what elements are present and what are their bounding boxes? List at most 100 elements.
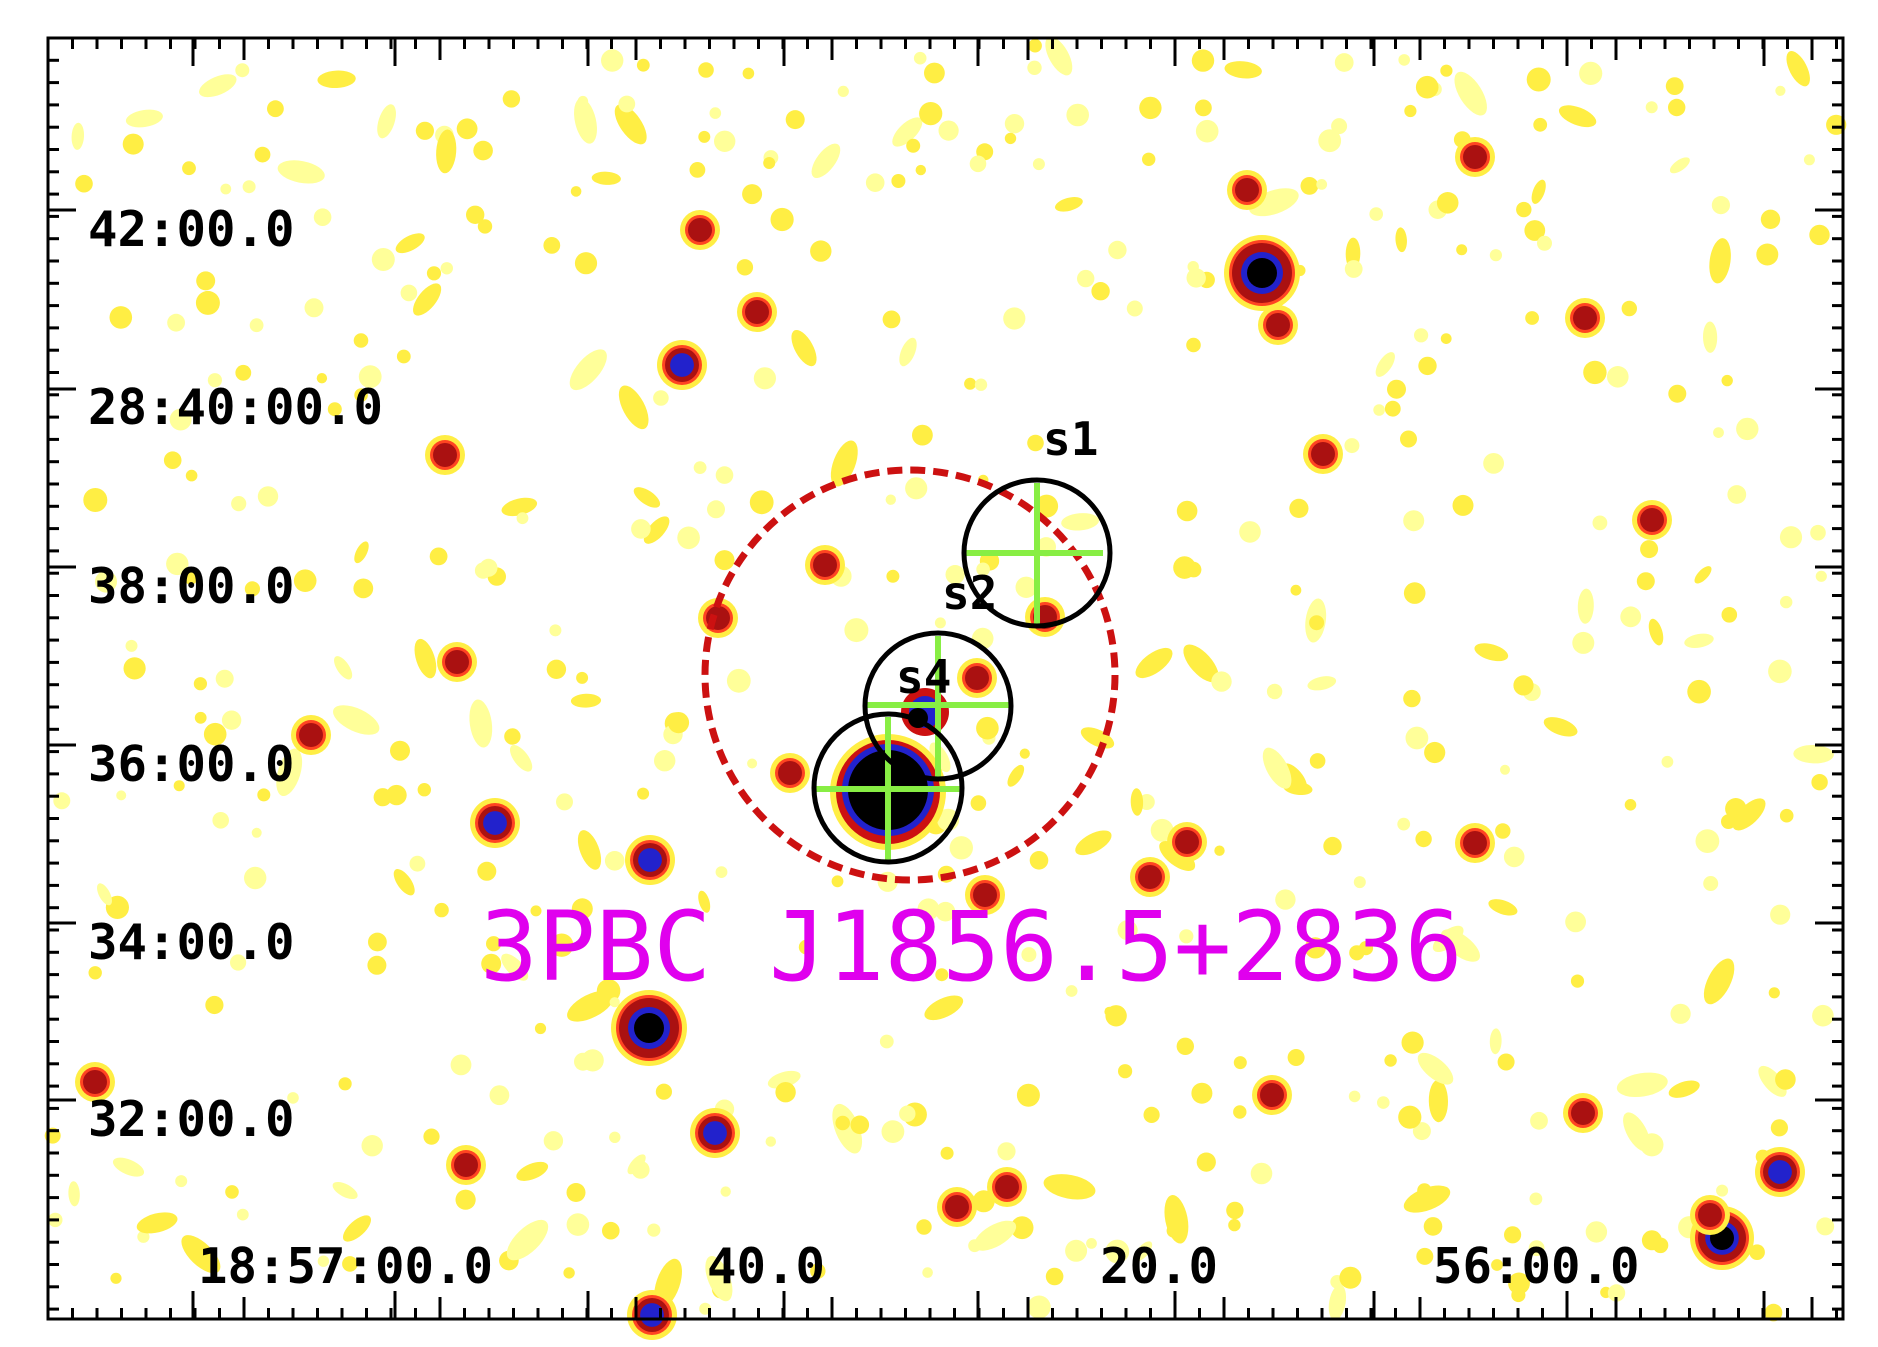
- noise-speckle: [919, 102, 943, 126]
- noise-speckle: [333, 705, 380, 735]
- noise-speckle: [122, 133, 144, 155]
- noise-speckle: [742, 184, 763, 205]
- noise-speckle: [601, 49, 624, 72]
- noise-speckle: [417, 783, 431, 797]
- star-core: [483, 811, 507, 835]
- star: [1260, 1083, 1284, 1107]
- noise-speckle: [602, 1221, 620, 1240]
- noise-speckle: [353, 578, 374, 599]
- noise-speckle: [1570, 974, 1585, 988]
- noise-speckle: [1143, 1106, 1160, 1123]
- noise-speckle: [1786, 51, 1810, 87]
- noise-speckle: [705, 1255, 733, 1302]
- noise-speckle: [1019, 748, 1030, 759]
- noise-speckle: [618, 385, 649, 430]
- noise-speckle: [1811, 774, 1828, 791]
- noise-speckle: [924, 995, 964, 1021]
- noise-speckle: [1186, 268, 1206, 288]
- noise-speckle: [940, 1146, 954, 1160]
- noise-speckle: [185, 469, 198, 482]
- noise-speckle: [850, 1115, 870, 1135]
- noise-speckle: [913, 51, 927, 65]
- x-tick-label: 20.0: [1100, 1238, 1218, 1295]
- noise-speckle: [342, 1256, 358, 1272]
- noise-speckle: [1309, 615, 1325, 631]
- noise-speckle: [455, 1189, 476, 1210]
- noise-speckle: [1768, 987, 1780, 999]
- noise-speckle: [709, 107, 722, 119]
- noise-speckle: [175, 1175, 188, 1188]
- noise-speckle: [1648, 618, 1664, 646]
- noise-speckle: [371, 248, 395, 271]
- noise-speckle: [689, 162, 706, 178]
- y-tick-label: 36:00.0: [88, 736, 295, 793]
- noise-speckle: [1405, 726, 1429, 750]
- noise-speckle: [1401, 1031, 1424, 1054]
- noise-speckle: [1489, 1028, 1502, 1055]
- noise-speckle: [1770, 1119, 1788, 1137]
- noise-speckle: [1233, 1105, 1247, 1119]
- noise-speckle: [109, 306, 133, 329]
- noise-speckle: [504, 728, 521, 745]
- noise-speckle: [604, 851, 625, 871]
- noise-speckle: [1183, 644, 1219, 683]
- noise-speckle: [633, 487, 661, 508]
- noise-speckle: [167, 313, 186, 332]
- noise-speckle: [1415, 830, 1432, 848]
- noise-speckle: [434, 902, 449, 918]
- noise-speckle: [810, 240, 832, 262]
- noise-speckle: [1764, 1303, 1783, 1322]
- noise-speckle: [653, 390, 669, 406]
- noise-speckle: [1417, 1183, 1432, 1198]
- noise-speckle: [865, 173, 885, 192]
- noise-speckle: [1266, 683, 1283, 700]
- noise-speckle: [195, 290, 220, 315]
- noise-speckle: [1452, 494, 1474, 516]
- noise-speckle: [267, 100, 284, 118]
- star-center: [1247, 258, 1277, 288]
- noise-speckle: [974, 378, 988, 391]
- noise-speckle: [413, 283, 442, 316]
- noise-speckle: [1091, 282, 1110, 301]
- noise-speckle: [945, 565, 965, 585]
- noise-speckle: [193, 677, 207, 691]
- noise-speckle: [1770, 904, 1791, 925]
- noise-speckle: [1275, 889, 1296, 910]
- noise-speckle: [1289, 498, 1309, 518]
- star: [995, 1175, 1019, 1199]
- noise-speckle: [1007, 764, 1025, 787]
- noise-speckle: [516, 1161, 549, 1181]
- noise-speckle: [698, 890, 711, 913]
- noise-speckle: [1004, 114, 1025, 134]
- noise-speckle: [1592, 515, 1608, 531]
- noise-speckle: [1027, 1295, 1051, 1319]
- noise-speckle: [1290, 584, 1302, 596]
- noise-speckle: [1239, 521, 1261, 543]
- noise-speckle: [1004, 132, 1017, 145]
- noise-speckle: [1045, 1267, 1064, 1286]
- noise-speckle: [570, 186, 582, 197]
- noise-speckle: [543, 237, 561, 254]
- noise-speckle: [354, 541, 369, 564]
- noise-speckle: [1454, 71, 1487, 116]
- noise-speckle: [199, 74, 237, 98]
- noise-speckle: [1142, 152, 1156, 166]
- noise-speckle: [1489, 249, 1502, 262]
- noise-speckle: [1652, 1237, 1669, 1254]
- noise-speckle: [1416, 1247, 1434, 1265]
- noise-speckle: [1526, 67, 1551, 92]
- noise-speckle: [1780, 595, 1793, 609]
- noise-speckle: [244, 581, 260, 597]
- star: [778, 761, 802, 785]
- noise-speckle: [1640, 540, 1659, 559]
- noise-speckle: [1577, 588, 1594, 624]
- noise-speckle: [1483, 453, 1504, 474]
- noise-speckle: [1607, 366, 1629, 388]
- noise-speckle: [1616, 1072, 1668, 1098]
- source-label-s2: s2: [942, 566, 997, 620]
- noise-speckle: [1133, 1241, 1153, 1262]
- noise-speckle: [1403, 510, 1425, 532]
- noise-speckle: [220, 183, 232, 195]
- noise-speckle: [934, 617, 946, 629]
- y-tick-label: 38:00.0: [88, 558, 295, 615]
